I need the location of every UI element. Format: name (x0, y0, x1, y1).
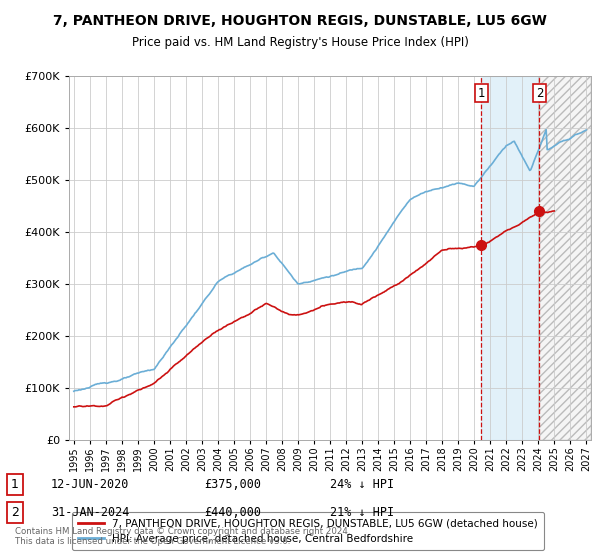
Text: Price paid vs. HM Land Registry's House Price Index (HPI): Price paid vs. HM Land Registry's House … (131, 36, 469, 49)
Legend: 7, PANTHEON DRIVE, HOUGHTON REGIS, DUNSTABLE, LU5 6GW (detached house), HPI: Ave: 7, PANTHEON DRIVE, HOUGHTON REGIS, DUNST… (71, 512, 544, 550)
Bar (539, 76, 591, 440)
Text: 31-JAN-2024: 31-JAN-2024 (51, 506, 130, 519)
Bar (539, 76, 591, 440)
Bar (481, 76, 539, 440)
Text: 2: 2 (536, 86, 543, 100)
Text: £440,000: £440,000 (204, 506, 261, 519)
Text: 1: 1 (478, 86, 485, 100)
Text: 24% ↓ HPI: 24% ↓ HPI (330, 478, 394, 491)
Text: £375,000: £375,000 (204, 478, 261, 491)
Text: Contains HM Land Registry data © Crown copyright and database right 2024.
This d: Contains HM Land Registry data © Crown c… (15, 526, 350, 546)
Text: 12-JUN-2020: 12-JUN-2020 (51, 478, 130, 491)
Text: 7, PANTHEON DRIVE, HOUGHTON REGIS, DUNSTABLE, LU5 6GW: 7, PANTHEON DRIVE, HOUGHTON REGIS, DUNST… (53, 14, 547, 28)
Text: 1: 1 (11, 478, 19, 491)
Text: 2: 2 (11, 506, 19, 519)
Text: 21% ↓ HPI: 21% ↓ HPI (330, 506, 394, 519)
